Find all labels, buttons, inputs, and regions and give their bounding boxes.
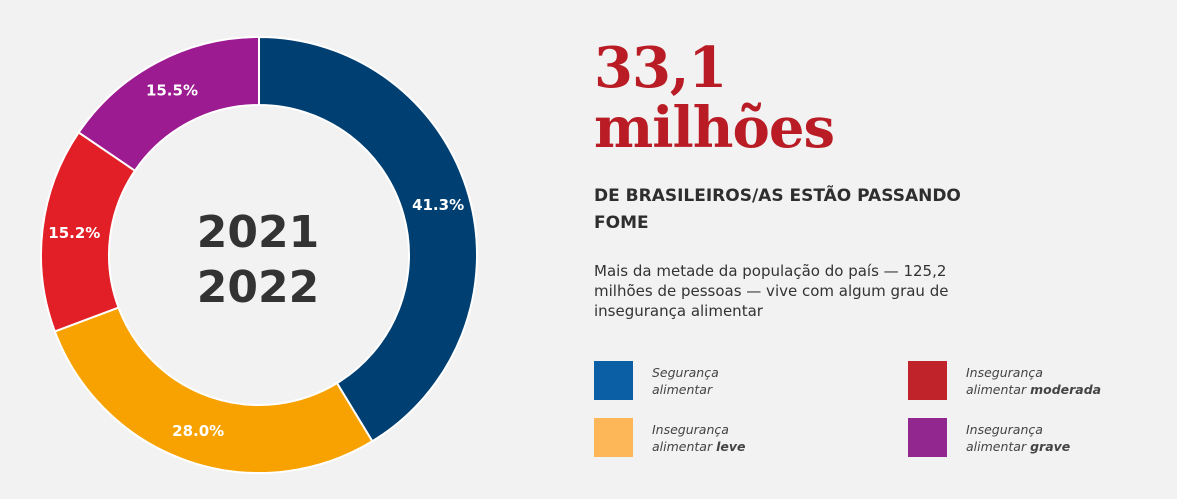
legend-label: Insegurança alimentar grave (966, 422, 1071, 454)
headline: 33,1 milhões (594, 35, 835, 161)
slice-value-label-3: 15.5% (146, 82, 198, 100)
legend-label: Insegurança alimentar leve (652, 422, 746, 454)
legend-swatch (908, 418, 947, 457)
legend-swatch (908, 361, 947, 400)
legend-label: Insegurança alimentar moderada (966, 365, 1102, 397)
headline-unit: milhões (594, 95, 835, 161)
donut-slices (40, 35, 478, 474)
legend-label: Segurança alimentar (652, 365, 719, 397)
donut-chart: 41.3% 28.0% 15.2% 15.5% 2021 2022 (40, 35, 478, 474)
center-year-start: 2021 (197, 207, 319, 258)
donut-slice-3 (77, 35, 260, 173)
slice-value-label-2: 15.2% (48, 224, 100, 242)
slice-value-label-1: 28.0% (172, 422, 224, 440)
headline-number: 33,1 (594, 35, 727, 101)
legend-swatch (594, 361, 633, 400)
legend-swatch (594, 418, 633, 457)
center-year-end: 2022 (197, 262, 319, 313)
donut-slice-0 (258, 35, 478, 443)
donut-slice-1 (53, 306, 374, 474)
donut-slice-labels: 41.3% 28.0% 15.2% 15.5% (48, 82, 464, 440)
description: Mais da metade da população do país — 12… (594, 262, 949, 320)
slice-value-label-0: 41.3% (412, 196, 464, 214)
subheadline: DE BRASILEIROS/AS ESTÃO PASSANDO FOME (594, 186, 961, 233)
